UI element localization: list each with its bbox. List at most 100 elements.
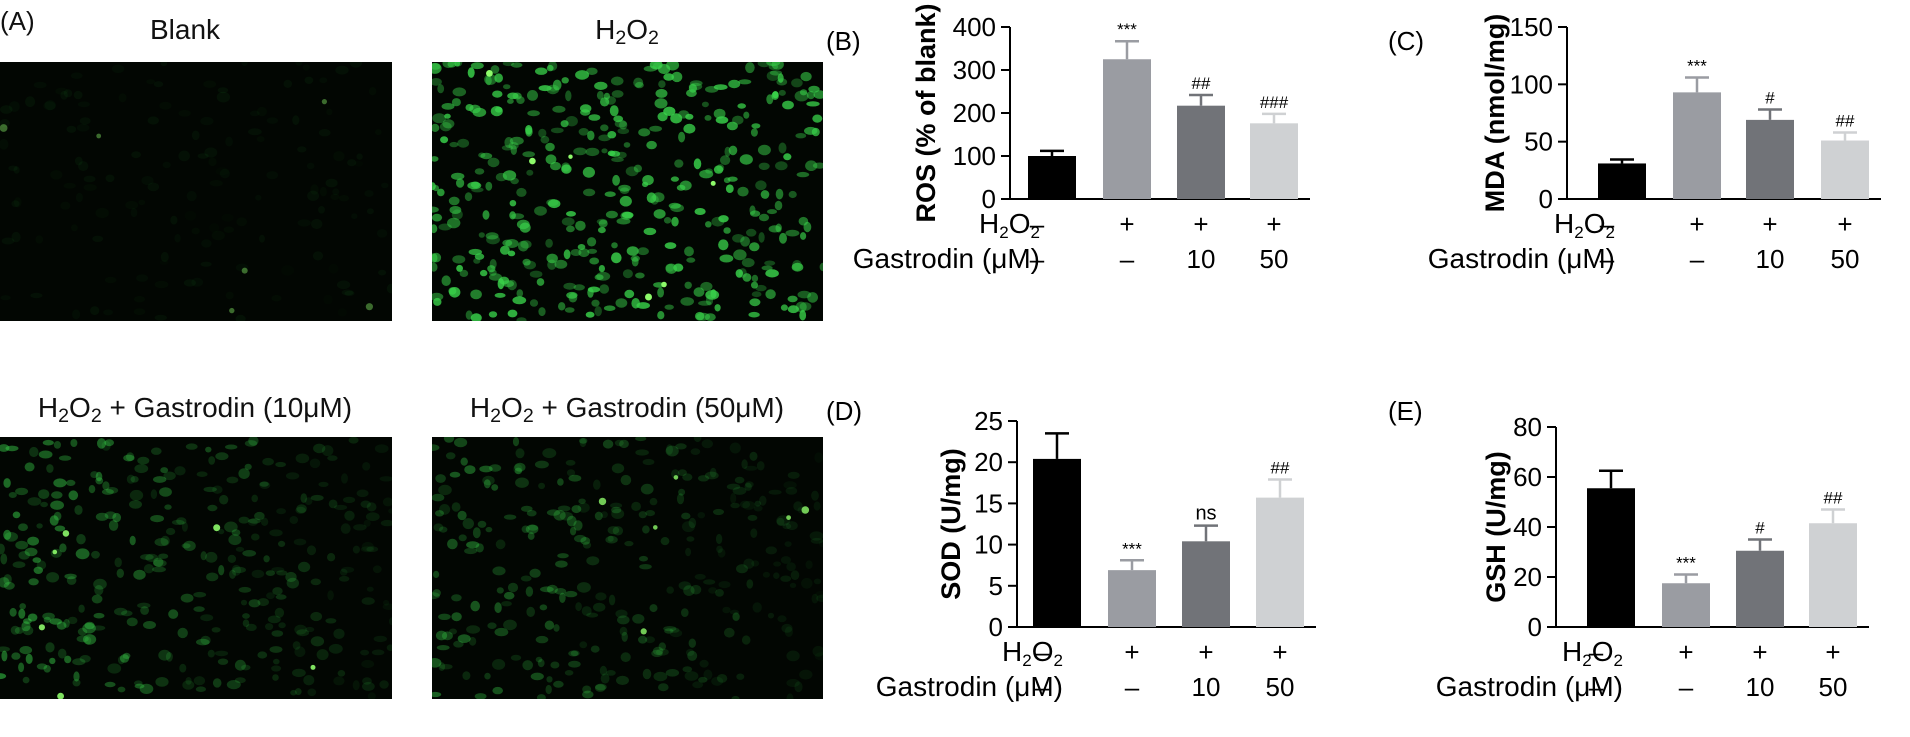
cell	[343, 496, 356, 504]
bright-cell	[365, 303, 373, 311]
cell	[33, 566, 43, 574]
cell	[510, 654, 522, 661]
cell	[736, 673, 745, 680]
cell	[814, 652, 823, 661]
cell	[318, 481, 329, 487]
cell	[739, 154, 753, 165]
cell	[764, 260, 776, 266]
cell	[713, 84, 728, 90]
image-title-h2o2: H2O2	[595, 14, 659, 49]
cell	[386, 283, 392, 294]
cell	[22, 625, 34, 636]
y-tick-label: 100	[1510, 69, 1553, 99]
cell	[566, 515, 577, 527]
cell	[466, 541, 480, 549]
cell	[51, 491, 63, 499]
cell	[318, 129, 331, 137]
cell	[360, 649, 370, 656]
micrograph-h2o2	[432, 62, 823, 321]
cell	[534, 206, 547, 216]
cell	[671, 216, 679, 227]
cell	[552, 105, 566, 113]
cell	[527, 532, 535, 540]
cell	[442, 119, 455, 129]
cell	[259, 234, 265, 243]
cell	[813, 501, 821, 511]
cell	[325, 618, 337, 624]
cell	[746, 228, 757, 237]
cell	[604, 191, 616, 197]
cell	[724, 627, 735, 638]
cell	[160, 62, 168, 67]
cell	[136, 274, 149, 282]
cell	[665, 669, 680, 677]
cell	[238, 586, 252, 593]
cell	[226, 476, 239, 484]
cell	[63, 618, 70, 628]
cell	[768, 63, 779, 70]
treatment-label-gastrodin: Gastrodin (μM)	[876, 671, 1063, 702]
cell	[671, 71, 683, 83]
cell	[586, 612, 599, 618]
cell	[666, 586, 674, 594]
cell	[704, 471, 719, 480]
cell	[38, 450, 53, 459]
cell	[522, 151, 535, 158]
cell	[200, 116, 214, 126]
cell	[741, 635, 751, 645]
cell	[625, 166, 639, 177]
cell	[699, 169, 714, 179]
cell	[580, 104, 592, 113]
cell	[749, 242, 760, 252]
cell	[603, 305, 616, 311]
cell	[512, 437, 520, 447]
cell	[595, 683, 607, 691]
cell	[74, 505, 83, 515]
cell	[10, 625, 20, 635]
cell	[185, 443, 198, 450]
cell	[130, 207, 138, 218]
cell	[162, 161, 171, 169]
cell	[372, 565, 382, 574]
cell	[153, 81, 164, 88]
cell	[93, 578, 107, 590]
cell	[568, 660, 581, 668]
cell	[177, 627, 188, 639]
cell	[768, 489, 782, 495]
cell	[762, 571, 770, 578]
cell	[174, 233, 181, 243]
cell	[224, 521, 238, 533]
cell	[94, 585, 104, 596]
cell	[432, 658, 442, 668]
cell	[550, 161, 561, 171]
cell	[599, 665, 607, 676]
y-tick-label: 0	[1539, 184, 1553, 214]
cell	[126, 452, 135, 462]
cell	[79, 655, 91, 663]
cell	[18, 608, 26, 619]
cell	[658, 642, 666, 651]
cell	[75, 548, 90, 560]
cell	[231, 529, 241, 536]
cell	[295, 62, 303, 66]
cell	[805, 560, 813, 569]
cell	[668, 202, 681, 209]
cell	[455, 62, 463, 67]
cell	[742, 500, 756, 510]
cell	[242, 550, 257, 557]
y-tick-label: 20	[974, 447, 1003, 477]
cell	[53, 441, 62, 449]
cell	[498, 276, 510, 285]
cell	[624, 289, 635, 299]
cell	[675, 443, 687, 450]
cell	[782, 523, 792, 530]
cell	[546, 584, 558, 594]
cell	[693, 158, 702, 170]
cell	[143, 621, 156, 629]
cell	[553, 624, 560, 632]
cell	[697, 475, 710, 482]
y-tick-label: 60	[1513, 462, 1542, 492]
cell	[616, 151, 627, 159]
cell	[432, 156, 439, 162]
bright-cell	[801, 506, 810, 514]
